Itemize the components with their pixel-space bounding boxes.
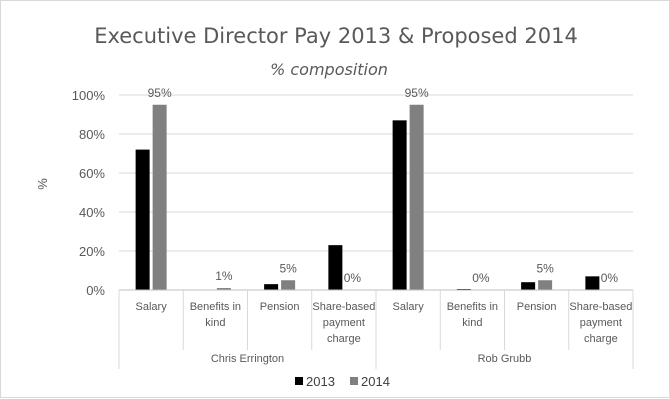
x-axis <box>118 289 634 369</box>
category-label: Benefits in kind <box>190 301 241 329</box>
bar-2013 <box>585 276 600 290</box>
bar-2014 <box>216 288 231 290</box>
y-tick-label: 60% <box>79 166 105 181</box>
bar-2013 <box>264 284 279 290</box>
data-label: 0% <box>472 271 490 285</box>
bar-2013 <box>135 149 150 290</box>
data-label: 95% <box>405 86 429 100</box>
data-label: 95% <box>148 86 172 100</box>
data-label: 0% <box>601 271 619 285</box>
data-labels: 95% 1% 5% 0% 95% 0% 5% 0% <box>148 86 619 285</box>
bar-2014 <box>152 104 167 290</box>
legend-label: 2013 <box>306 374 335 389</box>
legend-label: 2014 <box>361 374 390 389</box>
legend-swatch-2013 <box>295 377 303 385</box>
category-label: Pension <box>260 301 300 313</box>
group-label: Rob Grubb <box>478 353 532 365</box>
bar-2014 <box>409 104 424 290</box>
bars <box>135 104 600 290</box>
y-tick-labels: 0% 20% 40% 60% 80% 100% <box>72 88 106 298</box>
y-tick-label: 40% <box>79 205 105 220</box>
data-label: 5% <box>536 261 554 275</box>
y-tick-label: 20% <box>79 244 105 259</box>
y-tick-label: 80% <box>79 127 105 142</box>
bar-2013 <box>521 282 536 290</box>
data-label: 1% <box>215 269 233 283</box>
category-label: Benefits in kind <box>447 301 498 329</box>
bar-2014 <box>538 280 553 290</box>
category-label: Share-based payment charge <box>312 301 375 345</box>
category-label: Share-based payment charge <box>569 301 632 345</box>
chart-title: Executive Director Pay 2013 & Proposed 2… <box>94 24 578 48</box>
y-tick-label: 0% <box>86 283 105 298</box>
data-label: 5% <box>279 261 297 275</box>
y-tick-label: 100% <box>72 88 106 103</box>
group-labels: Chris Errington Rob Grubb <box>211 353 532 365</box>
bar-2013 <box>392 120 407 290</box>
category-label: Salary <box>393 301 425 313</box>
group-label: Chris Errington <box>211 353 284 365</box>
legend-swatch-2014 <box>350 377 358 385</box>
category-labels: Salary Benefits in kind Pension Share-based p… <box>136 301 633 345</box>
legend: 2013 2014 <box>295 374 390 389</box>
bar-2014 <box>281 280 296 290</box>
gridlines <box>119 94 633 252</box>
chart-subtitle: % composition <box>270 60 388 79</box>
category-label: Salary <box>136 301 168 313</box>
bar-2013 <box>328 245 343 290</box>
data-label: 0% <box>344 271 362 285</box>
category-label: Pension <box>517 301 557 313</box>
y-axis-label: % <box>35 178 50 190</box>
